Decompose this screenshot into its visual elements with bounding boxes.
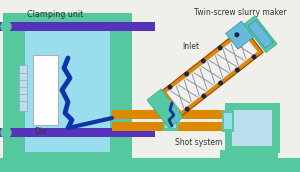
- Circle shape: [236, 68, 239, 72]
- Bar: [167, 33, 258, 111]
- Bar: [163, 103, 178, 131]
- Bar: [161, 27, 263, 117]
- Bar: [19, 65, 27, 111]
- Bar: [224, 113, 232, 129]
- Bar: [0, 128, 155, 137]
- Circle shape: [185, 72, 188, 76]
- Bar: [244, 16, 277, 53]
- Circle shape: [202, 94, 206, 98]
- Bar: [225, 103, 280, 153]
- Circle shape: [218, 46, 222, 50]
- Bar: [112, 122, 230, 131]
- Bar: [33, 55, 58, 125]
- Bar: [3, 13, 25, 161]
- Circle shape: [1, 127, 11, 137]
- Circle shape: [168, 85, 172, 89]
- Bar: [0, 22, 155, 31]
- Circle shape: [1, 22, 11, 31]
- Bar: [232, 110, 272, 146]
- Bar: [0, 158, 300, 172]
- Text: Twin-screw slurry maker: Twin-screw slurry maker: [194, 8, 286, 17]
- Circle shape: [185, 107, 189, 111]
- Text: Clamping unit: Clamping unit: [27, 10, 83, 19]
- Bar: [3, 150, 132, 163]
- Bar: [3, 13, 132, 24]
- Circle shape: [219, 81, 222, 85]
- Text: Die: Die: [34, 127, 47, 136]
- Bar: [112, 110, 230, 119]
- Bar: [110, 13, 132, 161]
- Text: Inlet: Inlet: [182, 42, 199, 51]
- Bar: [226, 21, 254, 49]
- Circle shape: [252, 55, 256, 59]
- Text: Shot system: Shot system: [175, 138, 222, 147]
- Bar: [220, 150, 278, 158]
- Bar: [25, 24, 110, 152]
- Bar: [248, 20, 273, 48]
- Bar: [165, 106, 176, 128]
- Bar: [222, 110, 234, 132]
- Circle shape: [235, 33, 239, 37]
- Circle shape: [202, 59, 205, 63]
- Bar: [147, 89, 183, 128]
